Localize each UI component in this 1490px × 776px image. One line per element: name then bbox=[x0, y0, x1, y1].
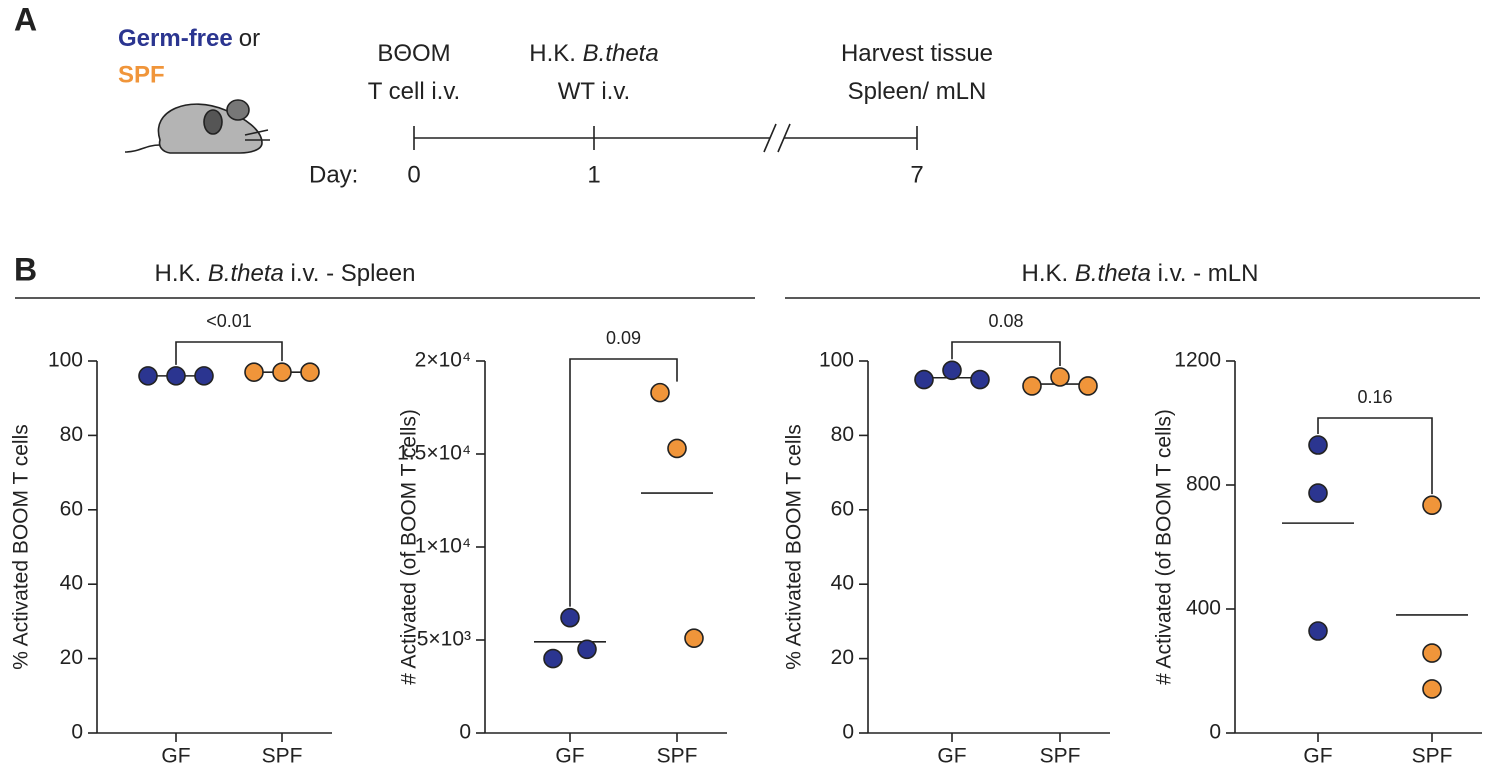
panel-label: A bbox=[14, 1, 37, 37]
data-point bbox=[194, 366, 214, 386]
p-value: <0.01 bbox=[206, 311, 252, 331]
data-point bbox=[244, 362, 264, 382]
y-tick-label: 60 bbox=[831, 497, 854, 520]
group-title-part: i.v. - Spleen bbox=[284, 260, 416, 287]
group-title-part: B.theta bbox=[1075, 260, 1151, 287]
group-title-part: B.theta bbox=[208, 260, 284, 287]
data-point bbox=[667, 438, 687, 459]
day-value: 7 bbox=[910, 161, 923, 188]
x-tick-label: GF bbox=[937, 745, 966, 768]
group-title-part: H.K. bbox=[1022, 260, 1075, 287]
data-point bbox=[650, 382, 670, 403]
event-label-part: WT i.v. bbox=[558, 78, 630, 105]
y-tick-label: 100 bbox=[48, 349, 83, 372]
y-tick-label: 60 bbox=[60, 497, 83, 520]
x-tick-label: GF bbox=[555, 745, 584, 768]
group-title: H.K. B.theta i.v. - mLN bbox=[1022, 260, 1259, 287]
y-axis-label: % Activated BOOM T cells bbox=[10, 424, 33, 669]
data-point bbox=[1078, 376, 1098, 396]
y-tick-label: 80 bbox=[831, 423, 854, 446]
event-label: T cell i.v. bbox=[368, 78, 460, 105]
event-label-part: H.K. bbox=[529, 40, 582, 67]
data-point bbox=[166, 366, 186, 386]
data-point bbox=[1422, 643, 1442, 663]
y-tick-label: 40 bbox=[60, 572, 83, 595]
legend: Germ-free or bbox=[118, 25, 260, 52]
y-tick-label: 2×10⁴ bbox=[415, 349, 471, 372]
data-point bbox=[577, 639, 597, 660]
event-label-part: BΘOM bbox=[377, 40, 450, 67]
comparison-bracket bbox=[569, 358, 678, 607]
data-point bbox=[300, 362, 320, 382]
event-label-part: T cell i.v. bbox=[368, 78, 460, 105]
event-label: H.K. B.theta bbox=[529, 40, 658, 67]
y-tick-label: 100 bbox=[819, 349, 854, 372]
timeline bbox=[413, 123, 918, 153]
y-tick-label: 20 bbox=[60, 646, 83, 669]
mouse-icon bbox=[124, 99, 270, 154]
data-point bbox=[1308, 621, 1328, 641]
y-tick-label: 400 bbox=[1186, 597, 1221, 620]
data-point bbox=[1422, 495, 1442, 515]
y-tick-label: 40 bbox=[831, 572, 854, 595]
panel-label: B bbox=[14, 251, 37, 287]
data-point bbox=[1422, 679, 1442, 699]
x-tick-label: SPF bbox=[262, 745, 303, 768]
day-value: 0 bbox=[407, 161, 420, 188]
group-title-part: H.K. bbox=[154, 260, 207, 287]
legend-spf: SPF bbox=[118, 61, 165, 88]
p-value: 0.16 bbox=[1357, 387, 1392, 407]
event-label: Harvest tissue bbox=[841, 40, 993, 67]
comparison-bracket bbox=[175, 341, 283, 365]
p-value: 0.09 bbox=[606, 328, 641, 348]
data-point bbox=[914, 369, 934, 390]
day-label: Day: bbox=[309, 161, 358, 188]
y-axis-label: # Activated (of BOOM T cells) bbox=[398, 409, 421, 685]
legend-or: or bbox=[239, 25, 260, 52]
x-tick-label: SPF bbox=[1040, 745, 1081, 768]
data-point bbox=[138, 366, 158, 386]
data-point bbox=[1022, 376, 1042, 396]
event-label: BΘOM bbox=[377, 40, 450, 67]
event-label: WT i.v. bbox=[558, 78, 630, 105]
data-point bbox=[1308, 483, 1328, 503]
data-point bbox=[272, 362, 292, 382]
event-label-part: Harvest tissue bbox=[841, 40, 993, 67]
y-tick-label: 1200 bbox=[1174, 349, 1221, 372]
data-point bbox=[1308, 435, 1328, 455]
x-tick-label: SPF bbox=[657, 745, 698, 768]
y-tick-label: 0 bbox=[459, 721, 471, 744]
x-tick-label: GF bbox=[161, 745, 190, 768]
x-tick-label: SPF bbox=[1412, 745, 1453, 768]
legend-gf: Germ-free bbox=[118, 25, 233, 52]
x-tick-label: GF bbox=[1303, 745, 1332, 768]
comparison-bracket bbox=[951, 341, 1061, 366]
event-label-part: Spleen/ mLN bbox=[848, 78, 987, 105]
y-tick-label: 0 bbox=[71, 721, 83, 744]
group-title-part: i.v. - mLN bbox=[1151, 260, 1259, 287]
data-point bbox=[970, 369, 990, 390]
y-tick-label: 80 bbox=[60, 423, 83, 446]
y-tick-label: 1.5×10⁴ bbox=[397, 442, 471, 465]
y-axis-label: # Activated (of BOOM T cells) bbox=[1153, 409, 1176, 685]
data-point bbox=[684, 628, 704, 648]
data-point bbox=[543, 648, 563, 669]
group-title: H.K. B.theta i.v. - Spleen bbox=[154, 260, 415, 287]
day-value: 1 bbox=[587, 161, 600, 188]
y-tick-label: 0 bbox=[842, 721, 854, 744]
event-label: Spleen/ mLN bbox=[848, 78, 987, 105]
y-tick-label: 5×10³ bbox=[417, 628, 471, 651]
p-value: 0.08 bbox=[988, 311, 1023, 331]
comparison-bracket bbox=[1317, 417, 1433, 495]
y-tick-label: 0 bbox=[1209, 721, 1221, 744]
y-tick-label: 1×10⁴ bbox=[415, 535, 471, 558]
y-axis-label: % Activated BOOM T cells bbox=[783, 424, 806, 669]
data-point bbox=[1050, 367, 1070, 387]
y-tick-label: 800 bbox=[1186, 473, 1221, 496]
y-tick-label: 20 bbox=[831, 646, 854, 669]
data-point bbox=[560, 607, 580, 628]
data-point bbox=[942, 360, 962, 381]
event-label-part: B.theta bbox=[583, 40, 659, 67]
